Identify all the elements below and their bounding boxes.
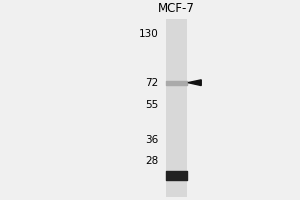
Text: 72: 72 [146,78,159,88]
Polygon shape [188,80,201,86]
Text: 28: 28 [146,156,159,166]
Text: 55: 55 [146,100,159,110]
Text: 130: 130 [139,29,159,39]
Bar [166,19,187,197]
Text: MCF-7: MCF-7 [158,2,195,15]
Text: 36: 36 [146,135,159,145]
